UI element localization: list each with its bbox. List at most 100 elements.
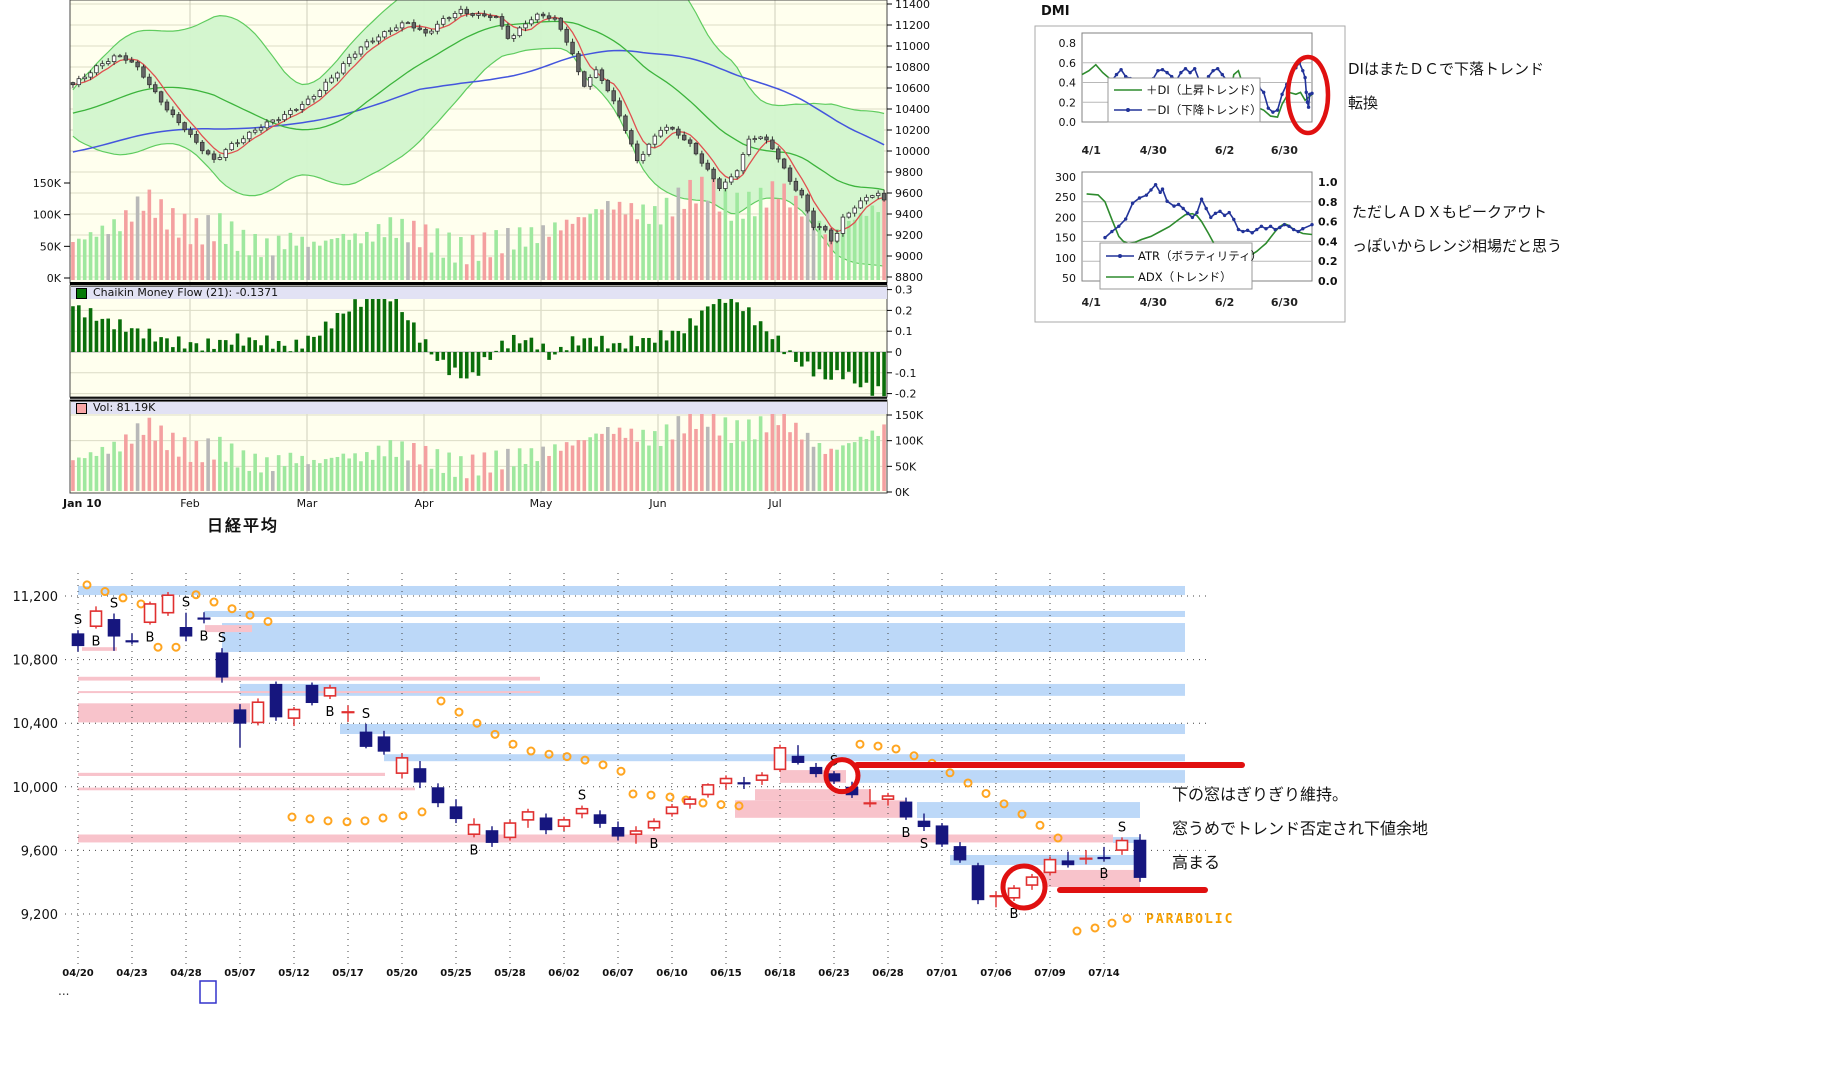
svg-text:0.6: 0.6: [1318, 216, 1338, 229]
chaikin-legend-icon: [76, 287, 87, 299]
signal-marker-s: S: [74, 613, 82, 628]
svg-text:9,600: 9,600: [21, 844, 58, 859]
axis-labels: 11,200 10,800 10,400 10,000 9,600 9,200 04/20 0…: [13, 590, 1120, 979]
svg-text:07/01: 07/01: [926, 968, 958, 979]
svg-text:10800: 10800: [895, 61, 930, 74]
svg-text:1.0: 1.0: [1318, 176, 1338, 189]
main-pane: [70, 0, 887, 280]
signal-marker-s: S: [920, 837, 928, 852]
svg-text:07/09: 07/09: [1034, 968, 1066, 979]
dmi-annotation-line1: DIはまたＤＣで下落トレンド: [1348, 60, 1544, 78]
volume-overlay-bars: [71, 176, 886, 280]
svg-text:05/07: 05/07: [224, 968, 256, 979]
window-annotation-line2: 窓うめでトレンド否定され下値余地: [1172, 819, 1429, 838]
svg-text:100K: 100K: [33, 209, 62, 222]
svg-text:0.1: 0.1: [895, 325, 913, 338]
svg-text:11000: 11000: [895, 40, 930, 53]
svg-text:06/15: 06/15: [710, 968, 742, 979]
svg-text:6/30: 6/30: [1271, 144, 1298, 157]
legend-plus-di: ＋DI（上昇トレンド）: [1146, 83, 1262, 97]
svg-text:6/2: 6/2: [1215, 144, 1234, 157]
svg-text:Apr: Apr: [414, 497, 434, 510]
svg-text:06/07: 06/07: [602, 968, 634, 979]
svg-text:50K: 50K: [895, 460, 917, 473]
month-labels: Jan 10 Feb Mar Apr May Jun Jul: [62, 497, 782, 510]
window-bands-pink: [78, 625, 1140, 887]
parabolic-sar-dots: [82, 580, 1132, 936]
signal-marker-s: S: [578, 789, 586, 804]
chaikin-pane-label: Chaikin Money Flow (21): -0.1371: [93, 286, 279, 299]
svg-text:11,200: 11,200: [13, 590, 59, 605]
svg-text:4/1: 4/1: [1082, 296, 1101, 309]
dmi-panel-title: DMI: [1041, 4, 1070, 19]
svg-text:50: 50: [1062, 272, 1076, 285]
volume-pane-header: Vol: 81.19K: [71, 401, 887, 414]
dmi-annotation: DIはまたＤＣで下落トレンド 転換: [1348, 52, 1544, 120]
svg-text:10400: 10400: [895, 103, 930, 116]
svg-text:0.2: 0.2: [1318, 255, 1338, 268]
axis-labels: 11400 11200 11000 10800 10600 10400 10200 10000…: [33, 0, 930, 499]
svg-text:May: May: [530, 497, 553, 510]
dotted-grid: [65, 573, 1210, 969]
signal-marker-b: B: [200, 629, 209, 644]
red-emphasis-marks: [823, 757, 1245, 911]
legend-minus-di: －DI（下降トレンド）: [1146, 103, 1262, 117]
svg-text:0K: 0K: [895, 486, 910, 499]
svg-text:150: 150: [1055, 232, 1076, 245]
svg-text:9800: 9800: [895, 166, 923, 179]
svg-text:05/20: 05/20: [386, 968, 418, 979]
signal-marker-s: S: [110, 596, 118, 611]
svg-text:04/20: 04/20: [62, 968, 94, 979]
signal-marker-s: S: [362, 707, 370, 722]
svg-text:04/28: 04/28: [170, 968, 202, 979]
svg-text:Mar: Mar: [297, 497, 318, 510]
red-highlight-circle: [823, 757, 861, 795]
svg-text:0.8: 0.8: [1059, 37, 1077, 50]
svg-text:8800: 8800: [895, 271, 923, 284]
svg-text:10,400: 10,400: [13, 717, 59, 732]
red-highlight-circle: [1000, 863, 1048, 911]
svg-text:-0.1: -0.1: [895, 367, 916, 380]
candles: [70, 5, 887, 245]
window-annotation: 下の窓はぎりぎり維持。 窓うめでトレンド否定され下値余地 高まる: [1172, 778, 1428, 880]
svg-text:10200: 10200: [895, 124, 930, 137]
chaikin-pane-header: Chaikin Money Flow (21): -0.1371: [71, 286, 887, 299]
svg-text:100K: 100K: [895, 435, 924, 448]
svg-text:07/14: 07/14: [1088, 968, 1120, 979]
svg-text:06/28: 06/28: [872, 968, 904, 979]
signal-marker-b: B: [470, 843, 479, 858]
svg-text:0.2: 0.2: [895, 304, 913, 317]
svg-text:9200: 9200: [895, 229, 923, 242]
signal-marker-s: S: [1118, 820, 1126, 835]
svg-text:0.6: 0.6: [1059, 57, 1077, 70]
svg-text:06/23: 06/23: [818, 968, 850, 979]
svg-text:50K: 50K: [40, 240, 62, 253]
svg-text:4/1: 4/1: [1082, 144, 1101, 157]
signal-marker-b: B: [1010, 907, 1019, 922]
svg-text:10,800: 10,800: [13, 654, 59, 669]
svg-text:Jan 10: Jan 10: [62, 497, 102, 510]
signal-marker-b: B: [146, 631, 155, 646]
chaikin-bars: [71, 289, 886, 397]
svg-text:0: 0: [895, 346, 902, 359]
volume-pane-label: Vol: 81.19K: [93, 401, 156, 414]
svg-text:100: 100: [1055, 252, 1076, 265]
volume-legend-icon: [76, 402, 87, 414]
svg-text:05/17: 05/17: [332, 968, 364, 979]
svg-text:05/12: 05/12: [278, 968, 310, 979]
signal-marker-b: B: [902, 826, 911, 841]
daily-candlestick-chart: 11,200 10,800 10,400 10,000 9,600 9,200 04/20 0…: [13, 573, 1245, 1004]
svg-text:250: 250: [1055, 191, 1076, 204]
parabolic-label: PARABOLIC: [1146, 912, 1235, 927]
signal-marker-b: B: [326, 705, 335, 720]
svg-text:9400: 9400: [895, 208, 923, 221]
svg-text:4/30: 4/30: [1140, 296, 1167, 309]
window-annotation-line3: 高まる: [1172, 853, 1221, 872]
svg-text:9000: 9000: [895, 250, 923, 263]
svg-text:0.2: 0.2: [1059, 96, 1077, 109]
signal-marker-s: S: [182, 596, 190, 611]
legend-adx: ADX（トレンド）: [1138, 270, 1232, 284]
svg-text:6/30: 6/30: [1271, 296, 1298, 309]
svg-text:11200: 11200: [895, 19, 930, 32]
